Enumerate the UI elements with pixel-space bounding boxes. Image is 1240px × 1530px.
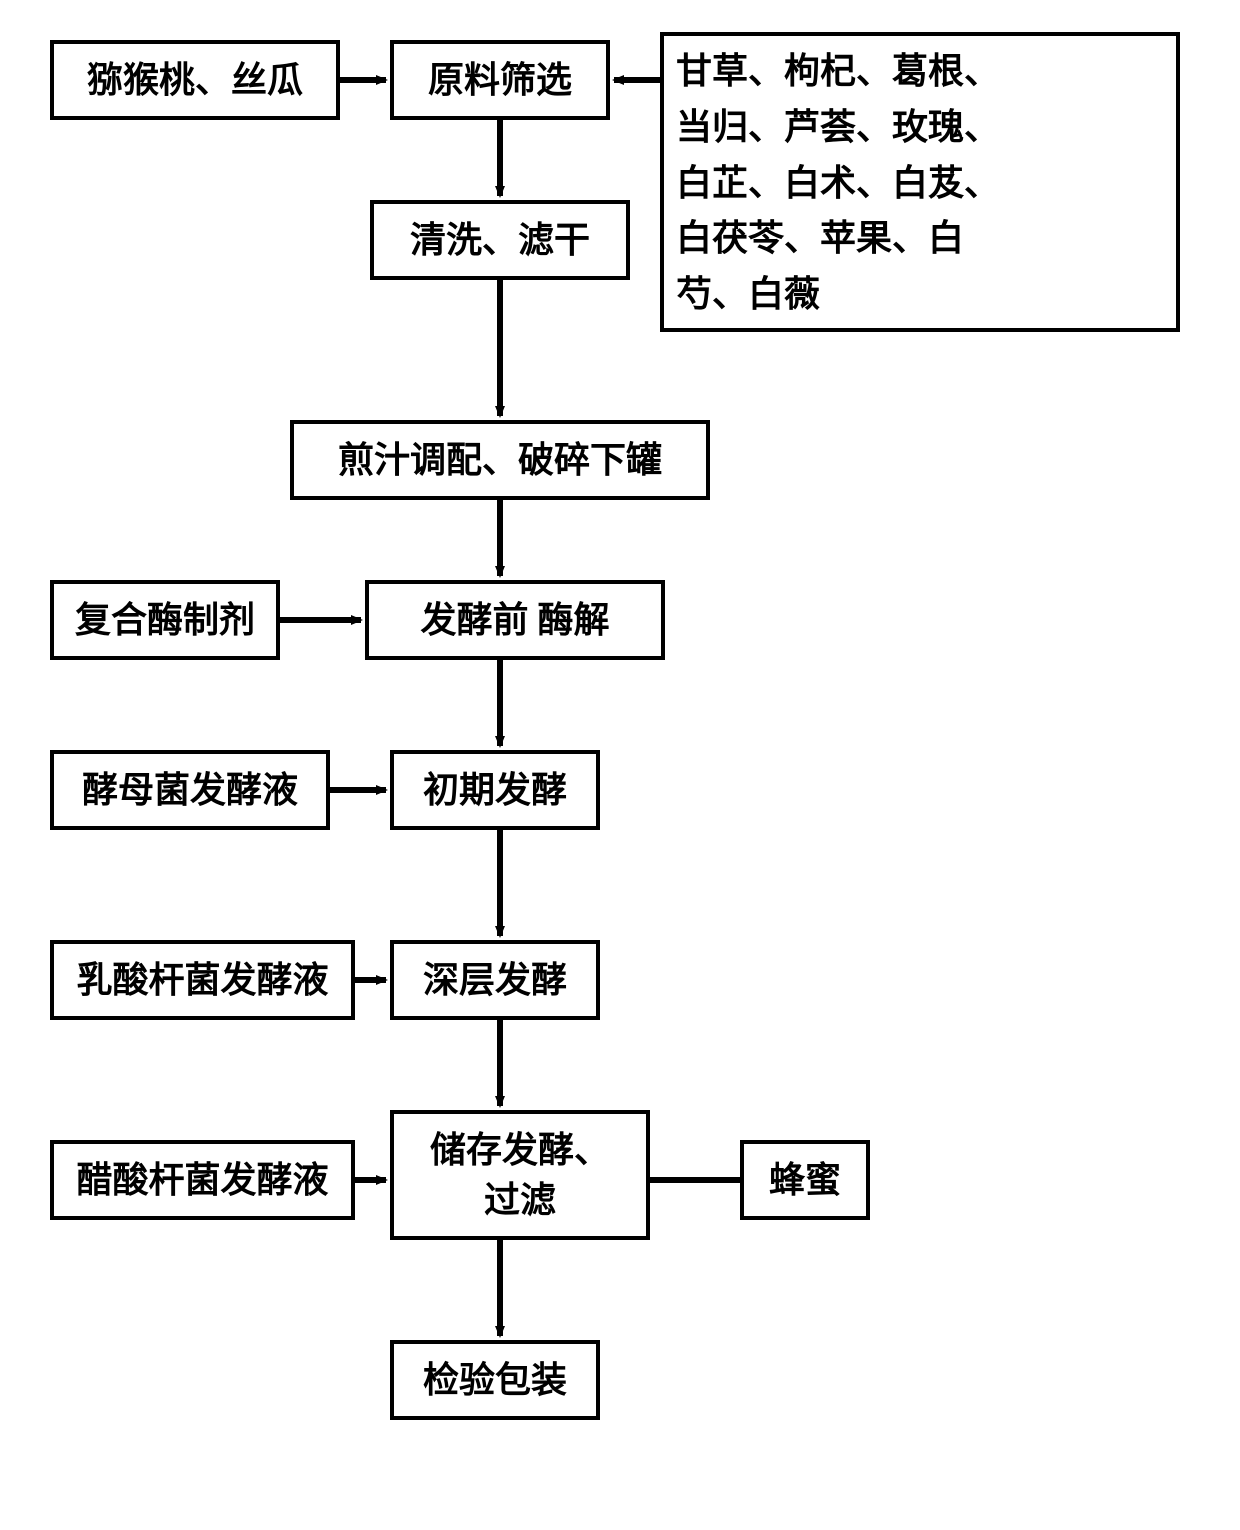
box-aceto: 醋酸杆菌发酵液 — [50, 1140, 355, 1220]
flowchart-diagram: 猕猴桃、丝瓜 原料筛选 甘草、枸杞、葛根、 当归、芦荟、玫瑰、 白芷、白术、白芨… — [20, 20, 1220, 1510]
label: 初期发酵 — [423, 765, 567, 815]
label: 原料筛选 — [428, 55, 572, 105]
box-honey: 蜂蜜 — [740, 1140, 870, 1220]
box-step2: 清洗、滤干 — [370, 200, 630, 280]
label: 乳酸杆菌发酵液 — [76, 955, 328, 1005]
label: 酵母菌发酵液 — [82, 765, 298, 815]
label: 深层发酵 — [423, 955, 567, 1005]
box-step7: 储存发酵、 过滤 — [390, 1110, 650, 1240]
label: 猕猴桃、丝瓜 — [87, 55, 303, 105]
box-step6: 深层发酵 — [390, 940, 600, 1020]
label: 煎汁调配、破碎下罐 — [338, 435, 662, 485]
box-step8: 检验包装 — [390, 1340, 600, 1420]
label: 清洗、滤干 — [410, 215, 590, 265]
label: 发酵前 酶解 — [420, 595, 609, 645]
box-step3: 煎汁调配、破碎下罐 — [290, 420, 710, 500]
box-lacto: 乳酸杆菌发酵液 — [50, 940, 355, 1020]
box-enzyme: 复合酶制剂 — [50, 580, 280, 660]
label: 蜂蜜 — [769, 1155, 841, 1205]
label: 检验包装 — [423, 1355, 567, 1405]
label: 醋酸杆菌发酵液 — [76, 1155, 328, 1205]
box-step4: 发酵前 酶解 — [365, 580, 665, 660]
box-input-right: 甘草、枸杞、葛根、 当归、芦荟、玫瑰、 白芷、白术、白芨、 白茯苓、苹果、白 芍… — [660, 32, 1180, 332]
label: 甘草、枸杞、葛根、 当归、芦荟、玫瑰、 白芷、白术、白芨、 白茯苓、苹果、白 芍… — [676, 44, 1000, 323]
box-step1: 原料筛选 — [390, 40, 610, 120]
box-step5: 初期发酵 — [390, 750, 600, 830]
box-yeast: 酵母菌发酵液 — [50, 750, 330, 830]
box-input-left: 猕猴桃、丝瓜 — [50, 40, 340, 120]
label: 储存发酵、 过滤 — [430, 1125, 610, 1226]
label: 复合酶制剂 — [75, 595, 255, 645]
